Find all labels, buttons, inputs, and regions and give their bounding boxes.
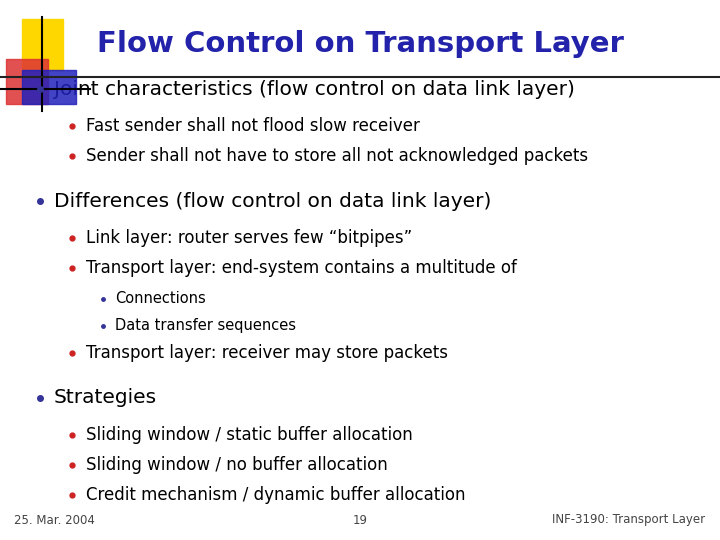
- Text: Fast sender shall not flood slow receiver: Fast sender shall not flood slow receive…: [86, 117, 420, 135]
- Text: Sender shall not have to store all not acknowledged packets: Sender shall not have to store all not a…: [86, 147, 588, 165]
- Text: Transport layer: end-system contains a multitude of: Transport layer: end-system contains a m…: [86, 259, 517, 278]
- Text: Differences (flow control on data link layer): Differences (flow control on data link l…: [54, 192, 491, 211]
- Bar: [22, 70, 76, 104]
- Text: 25. Mar. 2004: 25. Mar. 2004: [14, 514, 95, 526]
- Text: Joint characteristics (flow control on data link layer): Joint characteristics (flow control on d…: [54, 79, 575, 99]
- Bar: [6, 59, 48, 104]
- Text: Sliding window / static buffer allocation: Sliding window / static buffer allocatio…: [86, 426, 413, 444]
- Text: Flow Control on Transport Layer: Flow Control on Transport Layer: [97, 30, 624, 58]
- Text: Transport layer: receiver may store packets: Transport layer: receiver may store pack…: [86, 343, 449, 362]
- Bar: [22, 19, 63, 70]
- Text: INF-3190: Transport Layer: INF-3190: Transport Layer: [552, 514, 706, 526]
- Text: 19: 19: [353, 514, 367, 526]
- Text: Data transfer sequences: Data transfer sequences: [115, 318, 296, 333]
- Text: Link layer: router serves few “bitpipes”: Link layer: router serves few “bitpipes”: [86, 229, 413, 247]
- Text: Sliding window / no buffer allocation: Sliding window / no buffer allocation: [86, 456, 388, 474]
- Text: Credit mechanism / dynamic buffer allocation: Credit mechanism / dynamic buffer alloca…: [86, 486, 466, 504]
- Text: Connections: Connections: [115, 291, 206, 306]
- Text: Strategies: Strategies: [54, 388, 157, 408]
